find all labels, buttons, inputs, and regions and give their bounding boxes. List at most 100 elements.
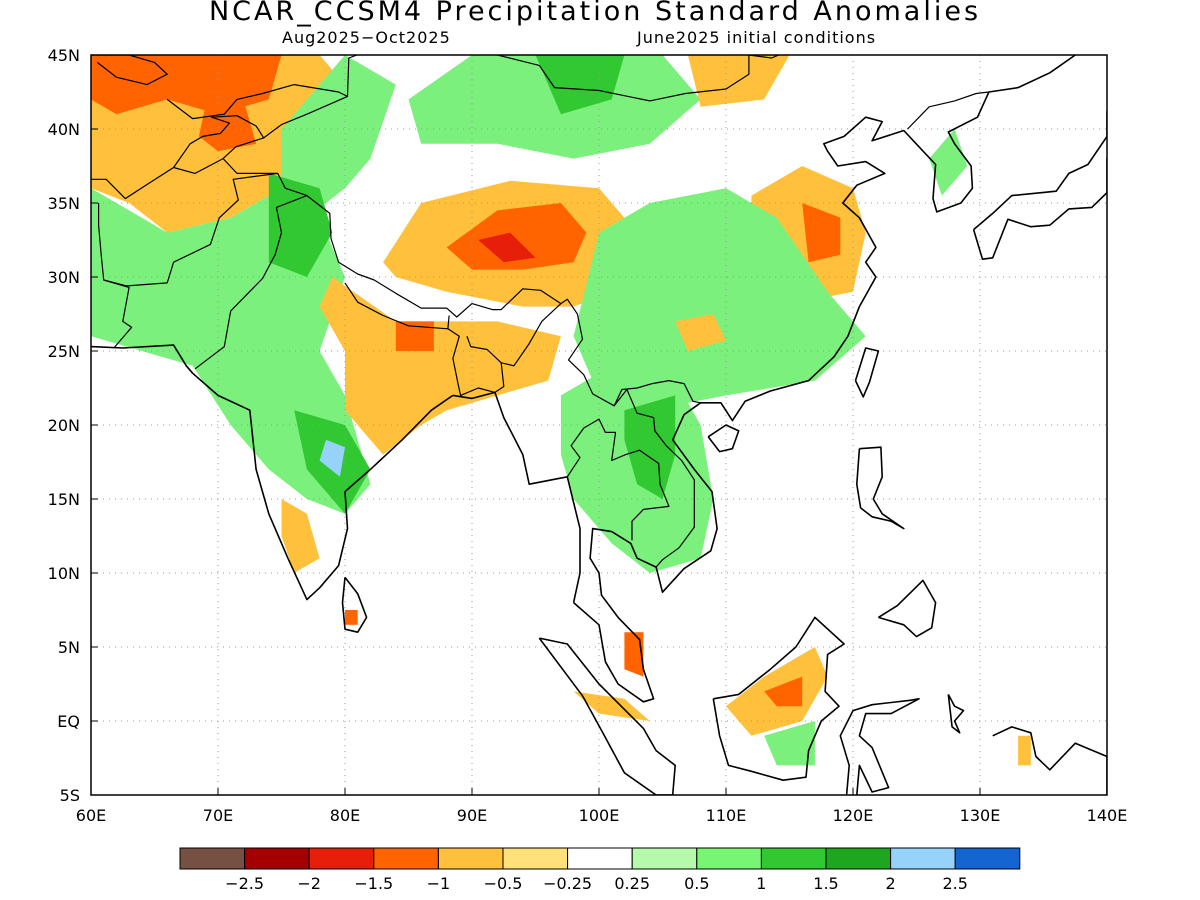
x-tick-label: 120E [833,806,874,825]
border-korea-border [907,91,989,130]
y-tick-label: 10N [48,564,80,583]
anomaly-region-srilanka-dry [345,610,358,625]
y-tick-label: 15N [48,490,80,509]
coastline-india-coast [192,372,454,601]
coastline-mindanao-coast [877,579,937,638]
colorbar-label: −2.5 [225,874,264,893]
anomaly-fill-layer [91,55,1031,766]
y-tick-label: 45N [48,46,80,65]
anomaly-region-laos-dark-green [624,395,676,499]
border-kazakhstan-kyrgyz-border [166,83,348,120]
colorbar-swatch [373,847,439,870]
anomaly-region-ganges-dry-core [395,321,434,351]
coastline-hainan-coast [707,424,740,453]
colorbar-label: −1.5 [354,874,393,893]
coastline-sri-lanka-coast [341,576,368,634]
y-tick-label: 5S [60,786,80,805]
anomaly-region-malaya-dry [624,632,644,677]
colorbar-label: −0.5 [484,874,523,893]
anomaly-region-east-china-dry-core [802,203,841,263]
colorbar-label: 2 [886,874,896,893]
anomaly-region-sumatra-dry [573,691,650,721]
x-tick-label: 90E [457,806,487,825]
colorbar-label: 1.5 [813,874,838,893]
border-thailand-border [566,418,670,541]
border-china-west-border [263,55,359,139]
anomaly-region-tibet-dry-mid [446,203,587,270]
coastline-arabian-sea-west-coast [91,344,194,374]
anomaly-region-south-central-asia-dry-core [91,55,282,115]
border-bangladesh-border [447,328,505,396]
colorbar-swatch [437,847,504,870]
x-tick-label: 140E [1087,806,1128,825]
border-uzbek-tajik-border [173,115,265,168]
border-mongolia-border [495,55,781,102]
grid-layer [91,55,1107,795]
y-tick-label: EQ [57,712,80,731]
anomaly-region-tibet-dry-core [478,232,536,263]
colorbar-swatch [954,847,1021,870]
border-himalaya-border [306,195,701,407]
x-tick-label: 80E [330,806,360,825]
colorbar-swatch [890,847,956,870]
anomaly-region-mongolia-green [408,55,701,159]
colorbar-swatch [308,847,375,870]
anomaly-region-japan-green [929,129,968,196]
y-tick-label: 35N [48,194,80,213]
colorbar-label: 1 [756,874,766,893]
period-subtitle: Aug2025−Oct2025 [282,28,451,47]
coastline-luzon-coast [855,446,905,530]
anomaly-region-ganges-dry [319,277,561,455]
colorbar-label: 0.25 [614,874,650,893]
colorbar-label: −1 [427,874,451,893]
anomaly-region-south-china-green [573,188,866,411]
y-tick-label: 30N [48,268,80,287]
coastline-sumatra-coast [538,637,677,795]
colorbar-swatch [631,847,698,870]
coastline-borneo-coast [712,616,845,782]
colorbar-label: 0.5 [684,874,709,893]
y-tick-label: 20N [48,416,80,435]
colorbar-label: −2 [297,874,321,893]
border-nepal-india-border [344,282,450,330]
anomaly-region-borneo-dry-core [764,676,803,707]
anomaly-region-northwest-green [281,55,396,218]
chart-title: NCAR_CCSM4 Precipitation Standard Anomal… [208,0,982,27]
anomaly-region-central-india-blue [319,439,345,477]
colorbar-swatch [567,847,633,870]
colorbar-label: 2.5 [942,874,967,893]
coastline-sulawesi-coast [839,697,920,795]
x-tick-label: 70E [203,806,233,825]
border-myanmar-border [501,303,562,367]
coastline-japan-coast [972,110,1107,261]
border-pakistan-india-border [194,173,308,370]
anomaly-region-newguinea-dry [1018,735,1031,766]
y-tick-label: 5N [58,638,80,657]
border-laos-vietnam-border [613,388,695,568]
y-tick-label: 25N [48,342,80,361]
x-tick-label: 130E [960,806,1001,825]
anomaly-region-southwest-india-dry [281,499,320,573]
coastline-new-guinea-coast [992,726,1107,795]
initial-conditions-subtitle: June2025 initial conditions [637,28,877,47]
coastline-taiwan-coast [854,347,880,398]
colorbar-swatch [502,847,569,870]
anomaly-region-mongolia-dark-green [535,55,625,115]
border-iran-pakistan-border [103,279,133,349]
anomaly-region-borneo-south-green [764,721,815,766]
anomaly-region-south-china-dry-spot [675,314,726,351]
x-tick-label: 100E [579,806,620,825]
y-tick-label: 40N [48,120,80,139]
axis-layer: 60E 70E 80E 90E 100E 110E 120E 130E 140E 45N 40N 35… [48,46,1128,825]
coastline-bay-bengal-east-coast [452,391,581,603]
colorbar-swatch [825,847,892,870]
coastline-layer [91,55,1107,795]
colorbar-swatch [760,847,827,870]
anomaly-region-pakistan-dark-green [268,173,333,277]
coastline-indochina-coast [611,55,1076,594]
colorbar-swatch [696,847,762,870]
colorbar-swatch [244,847,310,870]
x-tick-label: 110E [706,806,747,825]
colorbar-swatch [179,847,246,870]
